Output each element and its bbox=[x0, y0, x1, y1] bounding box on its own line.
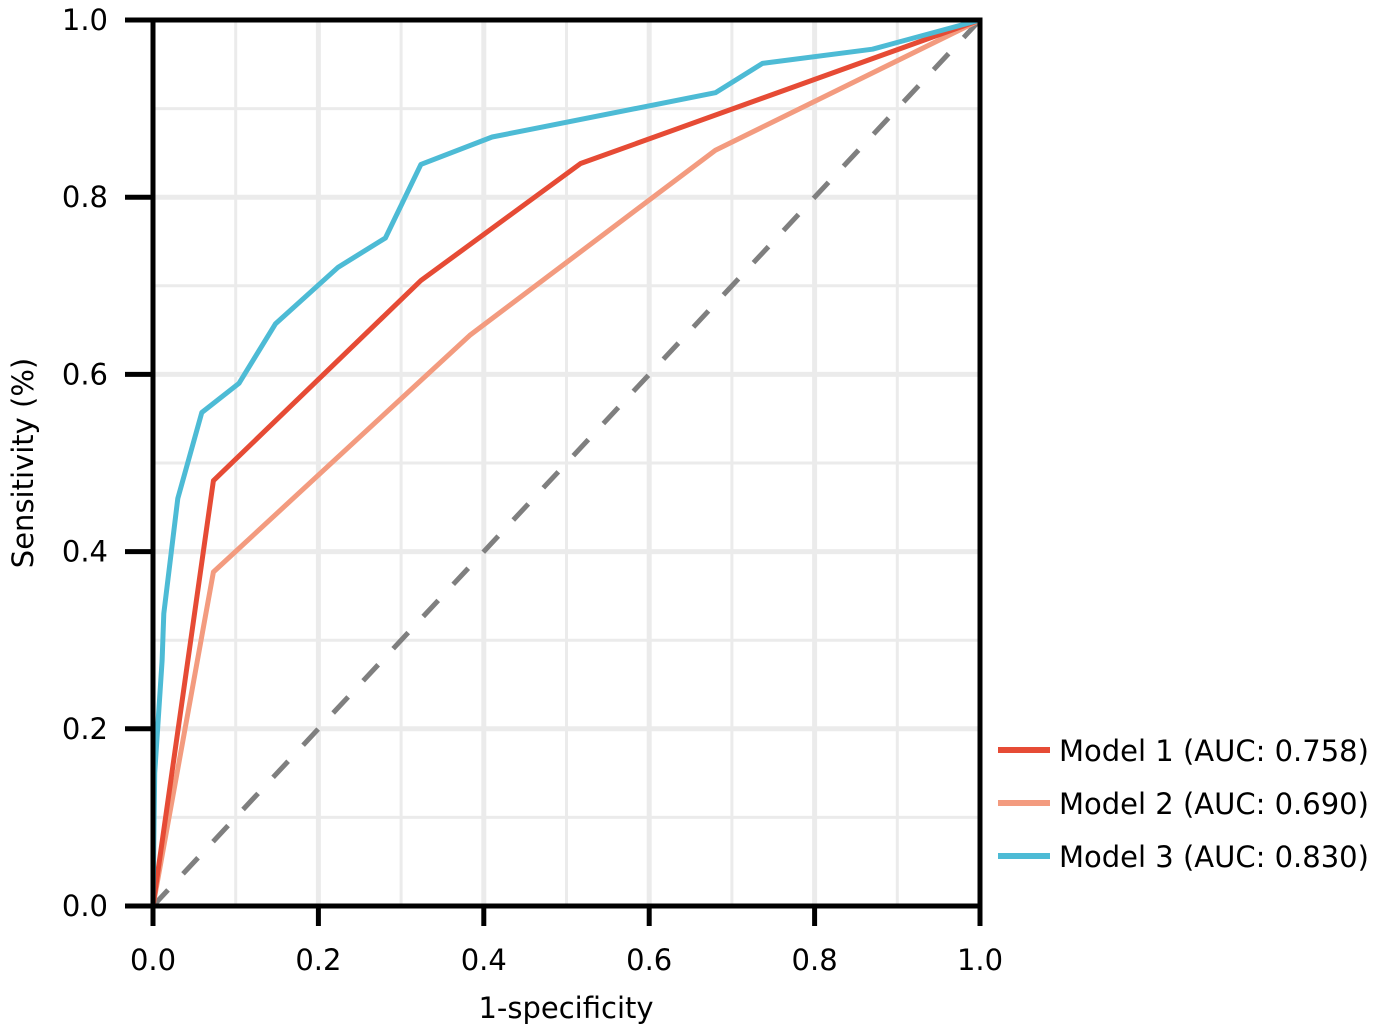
legend-label: Model 3 (AUC: 0.830) bbox=[1059, 840, 1369, 874]
series-line-model-1 bbox=[150, 17, 983, 909]
series-line-model-3 bbox=[150, 17, 983, 909]
series-line-model-2 bbox=[150, 17, 983, 909]
legend-item-model-2: Model 2 (AUC: 0.690) bbox=[998, 787, 1369, 821]
legend-label: Model 1 (AUC: 0.758) bbox=[1059, 734, 1369, 768]
y-tick-label: 1.0 bbox=[62, 3, 108, 37]
x-tick-label: 0.2 bbox=[295, 943, 341, 977]
y-tick-label: 0.8 bbox=[62, 180, 108, 214]
x-tick-label: 0.0 bbox=[130, 943, 176, 977]
x-tick-label: 0.4 bbox=[461, 943, 507, 977]
plot-frame bbox=[150, 17, 983, 909]
axis-ticks: 0.0 0.2 0.4 0.6 0.8 1.0 0.0 0.2 0.4 0.6 0.8 1.0 bbox=[62, 3, 1003, 977]
series-lines bbox=[150, 17, 983, 909]
legend: Model 1 (AUC: 0.758) Model 2 (AUC: 0.690)… bbox=[998, 734, 1369, 874]
y-tick-label: 0.0 bbox=[62, 889, 108, 923]
y-tick-label: 0.2 bbox=[62, 712, 108, 746]
x-tick-label: 1.0 bbox=[957, 943, 1003, 977]
y-tick-label: 0.6 bbox=[62, 357, 108, 391]
x-tick-label: 0.8 bbox=[792, 943, 838, 977]
legend-item-model-3: Model 3 (AUC: 0.830) bbox=[998, 840, 1369, 874]
legend-label: Model 2 (AUC: 0.690) bbox=[1059, 787, 1369, 821]
legend-item-model-1: Model 1 (AUC: 0.758) bbox=[998, 734, 1369, 768]
y-axis-title: Sensitivity (%) bbox=[6, 358, 40, 568]
x-tick-label: 0.6 bbox=[626, 943, 672, 977]
plot-border bbox=[150, 17, 983, 909]
x-axis-title: 1-specificity bbox=[478, 991, 653, 1025]
y-tick-label: 0.4 bbox=[62, 535, 108, 569]
